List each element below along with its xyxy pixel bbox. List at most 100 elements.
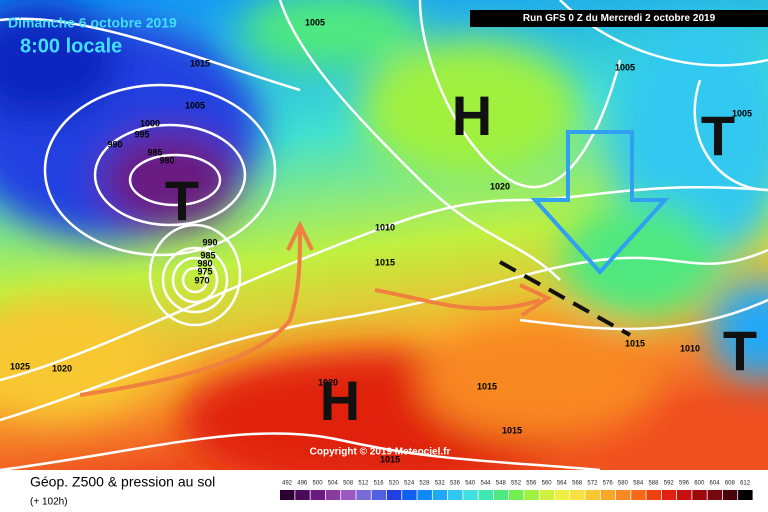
scale-label: 568	[572, 481, 583, 487]
time-label: 8:00 locale	[20, 35, 122, 57]
isobar-label: 1000	[140, 118, 160, 128]
scale-label: 556	[526, 481, 537, 487]
isobar-label: 980	[159, 155, 174, 165]
scale-label: 536	[450, 481, 461, 487]
isobar-label: 980	[197, 258, 212, 268]
scale-swatch	[646, 490, 661, 500]
date-label: Dimanche 6 octobre 2019	[8, 15, 177, 31]
isobar-label: 1010	[375, 222, 395, 232]
scale-label: 504	[328, 481, 339, 487]
scale-label: 524	[404, 481, 415, 487]
scale-label: 612	[740, 481, 751, 487]
scale-swatch	[631, 490, 646, 500]
scale-swatch	[539, 490, 555, 500]
scale-label: 552	[511, 481, 522, 487]
scale-label: 596	[679, 481, 690, 487]
isobar-label: 1020	[318, 377, 338, 387]
scale-label: 516	[374, 481, 385, 487]
scale-label: 580	[618, 481, 629, 487]
scale-swatch	[356, 490, 371, 500]
run-label: Run GFS 0 Z du Mercredi 2 octobre 2019	[523, 13, 716, 24]
scale-swatch	[341, 490, 356, 500]
isobar-label: 985	[147, 147, 162, 157]
isobar-label: 1015	[375, 257, 395, 267]
scale-label: 532	[435, 481, 446, 487]
isobar-label: 1015	[502, 425, 522, 435]
pressure-center: T	[723, 319, 757, 382]
scale-label: 576	[603, 481, 614, 487]
scale-label: 492	[282, 481, 293, 487]
isobar-label: 1015	[380, 454, 400, 464]
scale-swatch	[371, 490, 387, 500]
isobar-label: 1005	[185, 100, 205, 110]
scale-label: 500	[313, 481, 324, 487]
scale-label: 540	[465, 481, 476, 487]
scale-swatch	[722, 490, 738, 500]
isobar-label: 1015	[625, 338, 645, 348]
scale-swatch	[432, 490, 448, 500]
isobar-label: 1005	[732, 108, 752, 118]
scale-swatch	[677, 490, 692, 500]
scale-label: 496	[297, 481, 308, 487]
scale-swatch	[554, 490, 570, 500]
scale-swatch	[295, 490, 310, 500]
scale-swatch	[615, 490, 631, 500]
isobar-label: 1015	[477, 381, 497, 391]
scale-swatch	[738, 490, 753, 500]
isobar-label: 990	[107, 139, 122, 149]
pressure-center: T	[165, 169, 199, 232]
isobar-label: 1020	[52, 363, 72, 373]
scale-swatch	[402, 490, 417, 500]
pressure-center: T	[701, 104, 735, 167]
scale-swatch	[478, 490, 494, 500]
scale-label: 592	[664, 481, 675, 487]
scale-swatch	[585, 490, 600, 500]
pressure-center: H	[452, 84, 492, 147]
field	[0, 0, 768, 490]
scale-swatch	[600, 490, 616, 500]
scale-swatch	[661, 490, 677, 500]
scale-swatch	[692, 490, 707, 500]
isobar-label: 1005	[615, 62, 635, 72]
scale-label: 544	[481, 481, 492, 487]
isobar-label: 1010	[680, 343, 700, 353]
isobars	[0, 0, 768, 470]
scale-label: 604	[710, 481, 721, 487]
scale-swatch	[707, 490, 723, 500]
scale-swatch	[524, 490, 539, 500]
scale-swatch	[493, 490, 509, 500]
isobar-label: 975	[197, 266, 212, 276]
isobar-label: 1015	[190, 58, 210, 68]
isobar-label: 995	[134, 129, 149, 139]
scale-swatch	[310, 490, 326, 500]
run-box	[470, 10, 768, 27]
scale-label: 608	[725, 481, 736, 487]
copyright: Copyright © 2019 Meteociel.fr	[310, 447, 451, 458]
scale-label: 528	[419, 481, 430, 487]
scale-label: 512	[358, 481, 369, 487]
isobar-label: 970	[194, 275, 209, 285]
isobar-label: 985	[200, 250, 215, 260]
scale-swatch	[447, 490, 463, 500]
isobar-label: 1025	[10, 361, 30, 371]
isobar-label: 1020	[490, 181, 510, 191]
isobar-label: 990	[202, 237, 217, 247]
scale-label: 572	[587, 481, 598, 487]
scale-label: 508	[343, 481, 354, 487]
isobar-label: 1005	[305, 17, 325, 27]
scale-label: 600	[694, 481, 705, 487]
pressure-center: H	[320, 369, 360, 432]
scale-label: 548	[496, 481, 507, 487]
scale-label: 588	[648, 481, 659, 487]
footer-lead: (+ 102h)	[30, 497, 68, 508]
scale-swatch	[570, 490, 585, 500]
scale-swatch	[386, 490, 402, 500]
scale-swatch	[280, 490, 295, 500]
footer-title: Géop. Z500 & pression au sol	[30, 474, 215, 490]
scale-label: 564	[557, 481, 568, 487]
scale-label: 584	[633, 481, 644, 487]
flow-arrows	[79, 130, 670, 397]
scale-swatch	[417, 490, 432, 500]
scale-label: 560	[542, 481, 553, 487]
